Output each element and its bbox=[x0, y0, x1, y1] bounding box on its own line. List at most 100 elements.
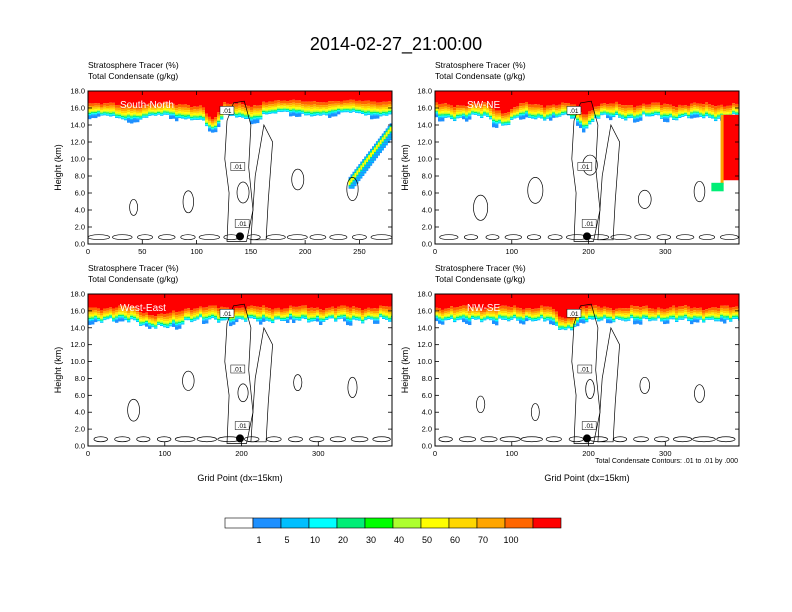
contour-label: .01 bbox=[581, 219, 597, 228]
location-marker bbox=[583, 434, 591, 443]
y-axis-label: Height (km) bbox=[400, 347, 410, 394]
plot-frame bbox=[434, 90, 740, 245]
y-tick-label: 12.0 bbox=[417, 340, 432, 349]
x-tick-label: 100 bbox=[506, 247, 519, 256]
contour-label: .01 bbox=[234, 421, 250, 430]
low-cloud-contour bbox=[156, 436, 172, 443]
tower-contour-2 bbox=[250, 326, 273, 443]
colorbar-box bbox=[252, 517, 282, 529]
y-tick-label: 8.0 bbox=[75, 374, 85, 383]
tracer-field bbox=[88, 91, 392, 244]
y-tick-label: 14.0 bbox=[417, 121, 432, 130]
x-tick-label: 300 bbox=[659, 247, 672, 256]
mid-cloud-contour bbox=[237, 383, 249, 403]
colorbar-box bbox=[224, 517, 254, 529]
figure-title: 2014-02-27_21:00:00 bbox=[310, 34, 482, 55]
y-tick-label: 12.0 bbox=[70, 340, 85, 349]
contour-label-text: .01 bbox=[238, 221, 247, 228]
y-tick-label: 6.0 bbox=[422, 391, 432, 400]
x-tick-label: 250 bbox=[353, 247, 366, 256]
y-tick-label: 8.0 bbox=[75, 172, 85, 181]
y-tick-label: 10.0 bbox=[417, 357, 432, 366]
low-cloud-contour bbox=[526, 234, 542, 241]
y-tick-label: 2.0 bbox=[422, 425, 432, 434]
low-cloud-contour bbox=[520, 436, 543, 443]
y-tick-label: 10.0 bbox=[70, 357, 85, 366]
colorbar-label: 100 bbox=[503, 535, 518, 545]
low-cloud-contour bbox=[112, 234, 133, 241]
low-cloud-contour bbox=[504, 234, 522, 241]
colorbar-label: 50 bbox=[422, 535, 432, 545]
low-cloud-contour bbox=[329, 436, 347, 443]
low-cloud-contour bbox=[372, 436, 391, 443]
y-tick-label: 14.0 bbox=[417, 323, 432, 332]
tower-contour bbox=[224, 100, 254, 242]
colorbar-box bbox=[504, 517, 534, 529]
plot-frame bbox=[87, 293, 393, 447]
low-cloud-contour bbox=[198, 234, 220, 241]
low-cloud-contour bbox=[180, 234, 196, 241]
contour-label: .01 bbox=[219, 309, 235, 318]
colorbar-box bbox=[364, 517, 394, 529]
location-marker bbox=[236, 434, 244, 443]
y-tick-label: 4.0 bbox=[422, 206, 432, 215]
y-tick-label: 2.0 bbox=[75, 223, 85, 232]
mid-cloud-contour bbox=[346, 176, 359, 201]
x-tick-label: 50 bbox=[138, 247, 146, 256]
colorbar-label: 10 bbox=[310, 535, 320, 545]
y-tick-label: 18.0 bbox=[417, 87, 432, 96]
low-cloud-contour bbox=[266, 436, 282, 443]
subtitle-condensate: Total Condensate (g/kg) bbox=[88, 71, 178, 81]
mid-cloud-contour bbox=[694, 384, 705, 403]
panel-label: SW-NE bbox=[467, 100, 500, 111]
contour-label: .01 bbox=[581, 421, 597, 430]
subtitle-tracer: Stratosphere Tracer (%) bbox=[88, 263, 179, 273]
low-cloud-contour bbox=[547, 234, 563, 241]
contour-label: .01 bbox=[230, 364, 246, 374]
low-cloud-contour bbox=[716, 436, 736, 443]
y-tick-label: 4.0 bbox=[75, 206, 85, 215]
y-tick-label: 4.0 bbox=[422, 408, 432, 417]
colorbar: 1 5 10 20 30 40 50 60 70 100 bbox=[224, 517, 562, 545]
low-cloud-contour bbox=[174, 436, 196, 443]
contour-label: .01 bbox=[566, 106, 582, 115]
mid-cloud-contour bbox=[585, 379, 595, 399]
low-cloud-contour bbox=[675, 234, 695, 241]
y-tick-label: 16.0 bbox=[70, 306, 85, 315]
subtitle-condensate: Total Condensate (g/kg) bbox=[435, 274, 525, 284]
low-cloud-contour bbox=[196, 436, 217, 443]
mid-cloud-contour bbox=[347, 376, 358, 398]
colorbar-box bbox=[448, 517, 478, 529]
low-cloud-contour bbox=[613, 436, 628, 443]
subtitle-condensate: Total Condensate (g/kg) bbox=[435, 71, 525, 81]
low-cloud-contour bbox=[246, 234, 261, 241]
y-tick-label: 0.0 bbox=[422, 240, 432, 249]
y-tick-label: 18.0 bbox=[417, 290, 432, 299]
mid-cloud-contour bbox=[693, 180, 706, 203]
colorbar-box bbox=[280, 517, 310, 529]
low-cloud-contour bbox=[158, 234, 176, 241]
contour-label: .01 bbox=[577, 364, 593, 374]
x-tick-label: 200 bbox=[582, 247, 595, 256]
mid-cloud-contour bbox=[476, 395, 486, 414]
low-cloud-contour bbox=[286, 234, 308, 241]
low-cloud-contour bbox=[136, 436, 151, 443]
mid-cloud-contour bbox=[473, 194, 489, 221]
x-tick-label: 100 bbox=[506, 449, 519, 458]
contour-label: .01 bbox=[566, 309, 582, 318]
condensate-contours bbox=[439, 100, 739, 242]
colorbar-box bbox=[392, 517, 422, 529]
mid-cloud-contour bbox=[182, 370, 195, 391]
colorbar-label: 5 bbox=[284, 535, 289, 545]
low-cloud-contour bbox=[463, 234, 479, 241]
colorbar-box bbox=[336, 517, 366, 529]
x-tick-label: 100 bbox=[159, 449, 172, 458]
colorbar-label: 20 bbox=[338, 535, 348, 545]
y-tick-label: 14.0 bbox=[70, 323, 85, 332]
low-cloud-contour bbox=[480, 436, 498, 443]
tower-contour bbox=[224, 303, 254, 444]
x-axis-label: Grid Point (dx=15km) bbox=[544, 473, 629, 483]
contour-label: .01 bbox=[577, 162, 593, 171]
low-cloud-contour bbox=[352, 234, 367, 241]
